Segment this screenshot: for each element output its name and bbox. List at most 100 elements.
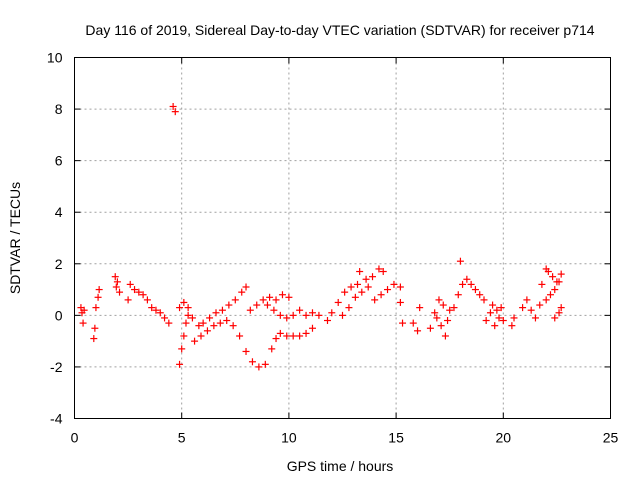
data-point — [197, 332, 205, 340]
data-point — [354, 280, 362, 288]
data-point — [180, 298, 188, 306]
x-axis-label: GPS time / hours — [287, 458, 394, 474]
data-point — [184, 311, 192, 319]
data-point — [169, 102, 177, 110]
data-point — [431, 309, 439, 317]
data-point — [92, 304, 100, 312]
data-point — [339, 311, 346, 319]
data-point — [203, 327, 211, 335]
data-point — [396, 283, 404, 291]
data-point — [523, 296, 531, 304]
y-tick-label: 6 — [55, 153, 63, 169]
data-point — [261, 360, 269, 368]
x-tick-label: 25 — [603, 430, 619, 446]
y-tick-label: -4 — [50, 411, 63, 427]
data-point — [549, 273, 557, 281]
data-point — [148, 304, 156, 312]
data-point — [296, 332, 304, 340]
data-point — [231, 296, 239, 304]
data-point — [242, 347, 250, 355]
data-point — [112, 283, 120, 291]
data-point — [165, 319, 173, 327]
data-point — [551, 314, 559, 322]
data-point — [216, 319, 224, 327]
data-point — [266, 293, 274, 301]
data-point — [510, 314, 518, 322]
data-point — [95, 286, 103, 294]
data-point — [546, 291, 554, 299]
data-point — [459, 280, 467, 288]
data-point — [435, 296, 443, 304]
data-point — [308, 309, 316, 317]
data-point — [283, 332, 291, 340]
data-point — [416, 304, 424, 312]
data-point — [482, 317, 490, 325]
data-point — [497, 304, 505, 312]
data-point — [296, 306, 304, 314]
x-tick-label: 0 — [71, 430, 79, 446]
x-tick-labels: 0 5 10 15 20 25 — [71, 430, 619, 446]
data-point — [347, 283, 355, 291]
data-point — [551, 286, 559, 294]
y-tick-label: 10 — [47, 50, 63, 66]
data-point — [369, 273, 377, 281]
data-point — [276, 311, 284, 319]
data-point — [80, 306, 88, 314]
data-point — [113, 278, 121, 286]
data-point — [351, 293, 359, 301]
data-point — [135, 288, 143, 296]
data-point — [527, 306, 535, 314]
data-point — [323, 317, 331, 325]
data-point — [156, 309, 164, 317]
data-point — [519, 304, 527, 312]
data-point — [437, 322, 445, 330]
data-point — [272, 335, 280, 343]
data-point — [302, 311, 310, 319]
grid — [74, 57, 611, 419]
data-point — [489, 301, 497, 309]
data-point — [248, 358, 256, 366]
data-point — [223, 317, 231, 325]
data-point — [491, 322, 499, 330]
data-point — [302, 329, 310, 337]
data-point — [195, 322, 203, 330]
data-point — [278, 291, 286, 299]
data-point — [486, 309, 494, 317]
x-tick-label: 15 — [388, 430, 404, 446]
data-point — [253, 301, 261, 309]
data-point — [456, 257, 464, 265]
data-point — [341, 288, 349, 296]
data-point — [176, 360, 184, 368]
data-point — [446, 306, 454, 314]
data-point — [111, 273, 119, 281]
data-point — [199, 319, 207, 327]
data-point — [178, 345, 186, 353]
data-point — [538, 280, 546, 288]
data-point — [555, 278, 563, 286]
data-point — [433, 314, 441, 322]
data-point — [272, 296, 280, 304]
data-point — [191, 337, 199, 345]
data-point — [308, 324, 316, 332]
data-point — [289, 332, 297, 340]
data-point — [371, 296, 379, 304]
data-point — [184, 304, 192, 312]
data-point — [379, 268, 387, 276]
data-point — [345, 304, 353, 312]
data-point — [476, 291, 484, 299]
data-point — [471, 286, 479, 294]
y-tick-label: -2 — [50, 359, 63, 375]
data-point — [467, 280, 475, 288]
data-point — [377, 291, 385, 299]
data-point — [557, 304, 565, 312]
data-point — [126, 280, 134, 288]
data-points — [77, 102, 565, 371]
data-point — [334, 298, 342, 306]
data-point — [124, 296, 132, 304]
data-point — [236, 332, 244, 340]
data-point — [171, 108, 179, 116]
data-point — [131, 286, 139, 294]
data-point — [116, 288, 124, 296]
data-point — [176, 304, 184, 312]
data-point — [91, 324, 99, 332]
